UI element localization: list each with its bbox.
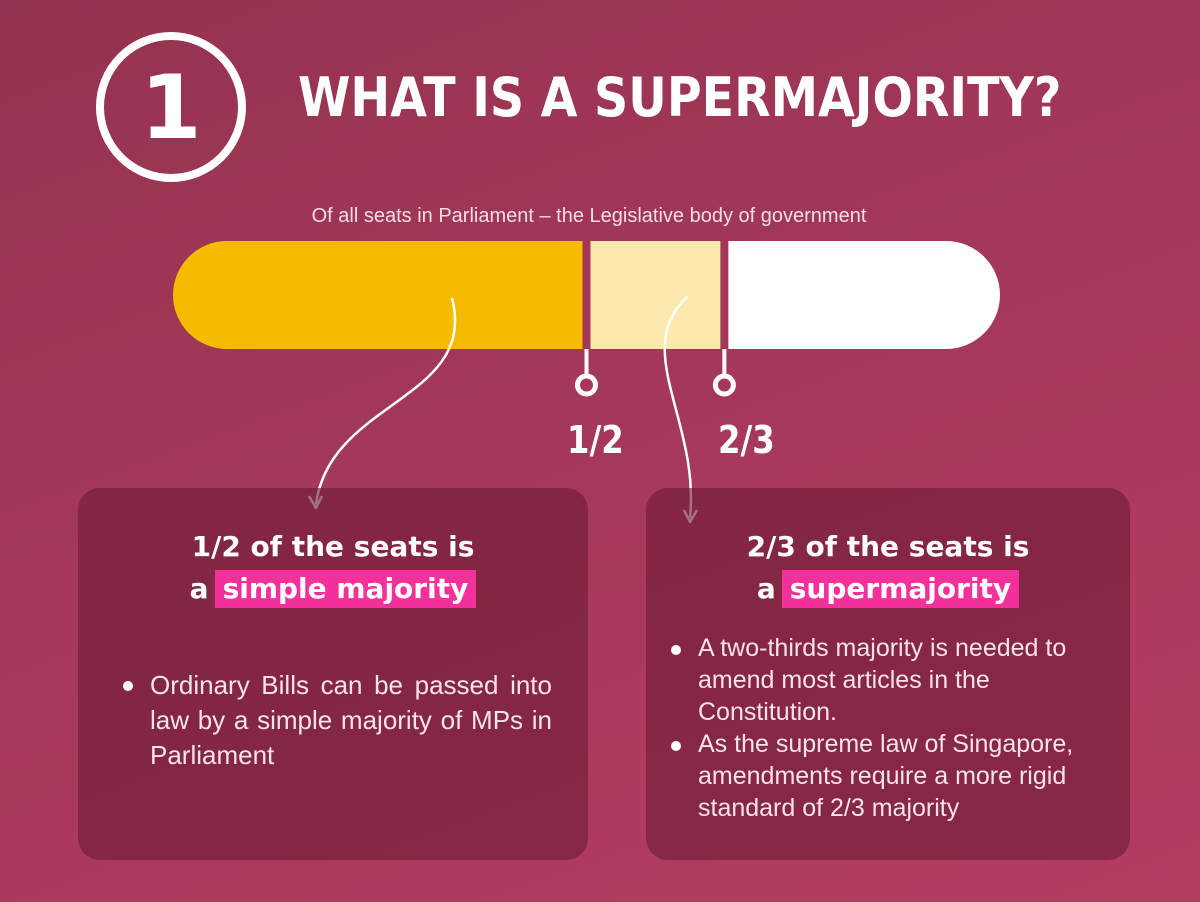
step-number-badge: 1 xyxy=(96,32,246,182)
list-item: A two-thirds majority is needed to amend… xyxy=(668,632,1106,728)
page-title: WHAT IS A SUPERMAJORITY? xyxy=(298,66,1062,129)
half-threshold-marker xyxy=(575,349,598,397)
card-heading: 2/3 of the seats is a supermajority xyxy=(646,526,1130,610)
card-heading-line: a simple majority xyxy=(78,568,588,610)
card-heading-line: a supermajority xyxy=(646,568,1130,610)
arrow-to-super-card xyxy=(663,295,693,519)
tick-label-half: 1/2 xyxy=(567,418,624,462)
tick-label-two-thirds: 2/3 xyxy=(718,418,775,462)
bar-caption: Of all seats in Parliament – the Legisla… xyxy=(311,205,867,227)
segment-divider xyxy=(720,241,729,349)
simple-majority-card: 1/2 of the seats is a simple majority Ord… xyxy=(78,488,588,860)
highlight-badge: simple majority xyxy=(214,570,477,608)
two-thirds-threshold-marker xyxy=(712,349,736,397)
card-heading-line: 2/3 of the seats is xyxy=(746,530,1030,563)
heading-prefix: a xyxy=(756,572,776,605)
bullet-list: Ordinary Bills can be passed into law by… xyxy=(120,668,552,773)
highlight-badge: supermajority xyxy=(781,570,1020,608)
arrow-to-simple-card xyxy=(314,297,457,505)
segment-divider xyxy=(582,241,591,349)
supermajority-card: 2/3 of the seats is a supermajority A two… xyxy=(646,488,1130,860)
simple-majority-segment xyxy=(173,241,587,349)
list-item: As the supreme law of Singapore, amendme… xyxy=(668,728,1106,824)
card-heading-line: 1/2 of the seats is xyxy=(191,530,475,563)
supermajority-segment xyxy=(586,241,725,349)
card-heading: 1/2 of the seats is a simple majority xyxy=(78,526,588,610)
list-item: Ordinary Bills can be passed into law by… xyxy=(120,668,552,773)
bullet-list: A two-thirds majority is needed to amend… xyxy=(668,632,1106,824)
remaining-seats-segment xyxy=(724,241,1000,349)
heading-prefix: a xyxy=(189,572,209,605)
